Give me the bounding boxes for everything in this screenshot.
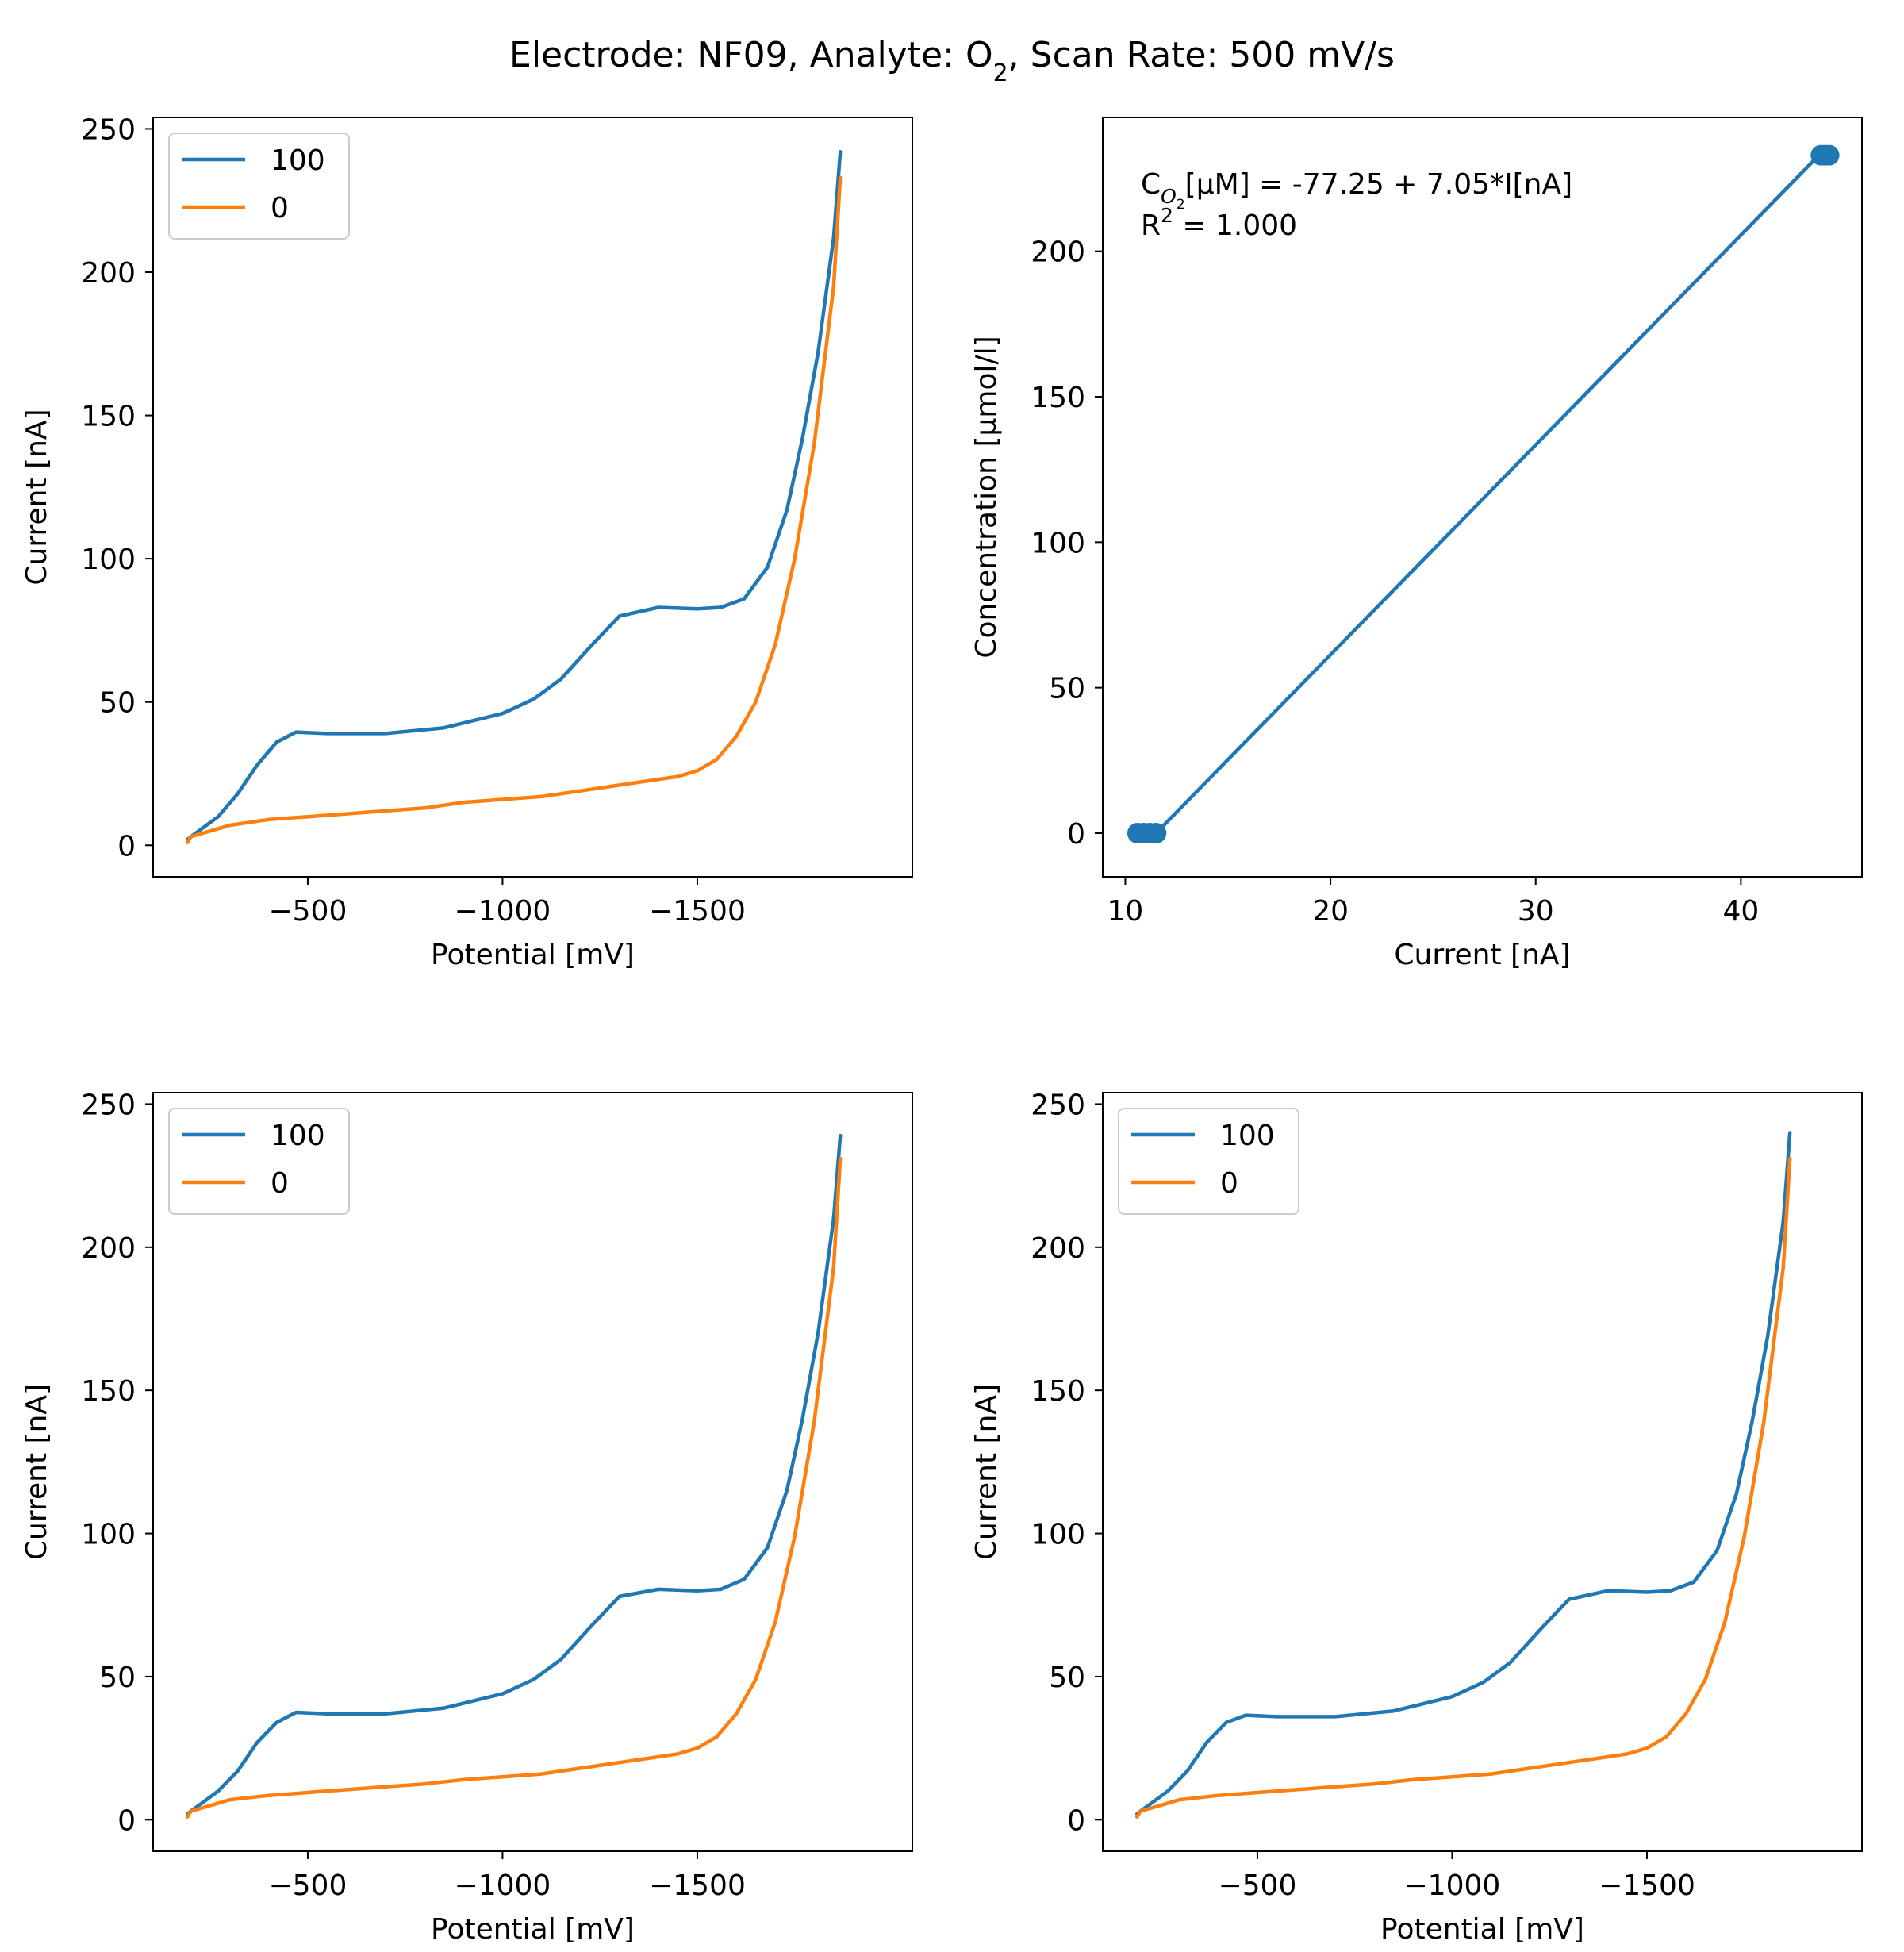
y-tick-label: 100 xyxy=(81,1519,136,1551)
fit-equation-body: [μM] = -77.25 + 7.05*I[nA] xyxy=(1185,168,1573,201)
y-tick-label: 150 xyxy=(81,1375,136,1408)
y-tick-label: 50 xyxy=(99,687,136,720)
axes-frame xyxy=(1102,1092,1863,1852)
x-axis-label: Potential [mV] xyxy=(431,1913,635,1946)
y-axis-label: Current [nA] xyxy=(21,1384,53,1560)
legend-label: 0 xyxy=(271,1167,289,1200)
y-axis-label: Current [nA] xyxy=(970,1384,1003,1560)
r-squared-superscript: 2 xyxy=(1161,204,1173,227)
x-tick-label: −500 xyxy=(268,895,347,928)
y-axis-label: Current [nA] xyxy=(21,409,53,585)
y-tick-label: 200 xyxy=(81,1232,136,1265)
figure-title-subscript: 2 xyxy=(993,60,1008,87)
y-tick-label: 150 xyxy=(81,401,136,433)
legend: 1000 xyxy=(168,1108,350,1215)
y-tick-label: 100 xyxy=(81,544,136,576)
y-tick-label: 200 xyxy=(81,257,136,290)
y-tick-label: 50 xyxy=(1049,673,1085,705)
r-squared: R2 = 1.000 xyxy=(1141,204,1297,242)
r-squared-value: = 1.000 xyxy=(1173,209,1297,242)
x-tick-label: 40 xyxy=(1722,895,1759,928)
legend-label: 100 xyxy=(271,1120,325,1152)
axes-frame xyxy=(152,117,913,878)
figure-title-rest: , Scan Rate: 500 mV/s xyxy=(1008,35,1395,75)
subplot-calibration: 10 20 30 40 0 50 100 150 200 Current [nA] Concentr… xyxy=(970,117,1863,971)
x-axis-label: Potential [mV] xyxy=(1380,1913,1584,1946)
x-axis-label: Current [nA] xyxy=(1394,939,1570,971)
series-line-0 xyxy=(1134,1156,1792,1819)
x-tick-label: −1500 xyxy=(649,1869,746,1902)
legend-label: 0 xyxy=(1220,1167,1238,1200)
data-point xyxy=(1146,823,1167,843)
series-line-0 xyxy=(185,1156,843,1819)
subplot-cv-top-left: −500 −1000 −1500 0 50 100 150 200 250 Potential [… xyxy=(21,113,913,971)
y-tick-label: 50 xyxy=(1049,1662,1085,1694)
series-line-100 xyxy=(1134,1131,1792,1816)
y-tick-label: 250 xyxy=(1031,1089,1085,1121)
y-tick-label: 0 xyxy=(117,830,136,863)
y-tick-label: 0 xyxy=(1067,1804,1085,1837)
figure-title: Electrode: NF09, Analyte: O2, Scan Rate:… xyxy=(509,35,1395,87)
y-tick-label: 150 xyxy=(1031,1375,1085,1408)
x-tick-label: −500 xyxy=(268,1869,347,1902)
legend: 1000 xyxy=(168,133,350,240)
x-tick-label: 10 xyxy=(1107,895,1144,928)
x-tick-label: 30 xyxy=(1518,895,1554,928)
y-axis-label: Concentration [μmol/l] xyxy=(970,336,1003,658)
x-tick-label: −1000 xyxy=(1404,1869,1501,1902)
x-tick-label: −500 xyxy=(1218,1869,1296,1902)
series-line-100 xyxy=(185,150,843,842)
fit-equation: CO2[μM] = -77.25 + 7.05*I[nA] xyxy=(1141,168,1572,213)
axes-frame xyxy=(1102,117,1863,878)
y-tick-label: 200 xyxy=(1031,1232,1085,1265)
x-axis-label: Potential [mV] xyxy=(431,939,635,971)
y-tick-label: 100 xyxy=(1031,527,1085,559)
series-line-0 xyxy=(185,175,843,844)
legend: 1000 xyxy=(1118,1108,1299,1215)
legend-label: 100 xyxy=(1220,1120,1275,1152)
fit-line xyxy=(1154,154,1821,835)
y-tick-label: 0 xyxy=(117,1804,136,1837)
y-tick-label: 150 xyxy=(1031,382,1085,414)
series-line-100 xyxy=(185,1133,843,1816)
data-point xyxy=(1818,144,1840,166)
fit-equation-subsubscript: 2 xyxy=(1177,197,1185,213)
subplot-cv-bottom-left: −500 −1000 −1500 0 50 100 150 200 250 Potential [… xyxy=(21,1089,913,1946)
x-tick-label: 20 xyxy=(1312,895,1349,928)
legend-label: 100 xyxy=(271,144,325,177)
y-tick-label: 200 xyxy=(1031,236,1085,269)
x-tick-label: −1500 xyxy=(649,895,746,928)
y-tick-label: 250 xyxy=(81,113,136,146)
y-tick-label: 50 xyxy=(99,1662,136,1694)
fit-equation-subscript: O xyxy=(1161,185,1177,208)
y-tick-label: 100 xyxy=(1031,1519,1085,1551)
fit-equation-symbol: C xyxy=(1141,168,1161,201)
x-tick-label: −1500 xyxy=(1599,1869,1695,1902)
figure-title-text: Electrode: NF09, Analyte: O xyxy=(509,35,993,75)
y-tick-label: 250 xyxy=(81,1089,136,1121)
legend-label: 0 xyxy=(271,192,289,225)
subplot-cv-bottom-right: −500 −1000 −1500 0 50 100 150 200 250 Potential [… xyxy=(970,1089,1863,1946)
x-tick-label: −1000 xyxy=(455,895,551,928)
y-tick-label: 0 xyxy=(1067,818,1085,851)
x-tick-label: −1000 xyxy=(455,1869,551,1902)
axes-frame xyxy=(152,1092,913,1852)
r-squared-symbol: R xyxy=(1141,209,1161,242)
